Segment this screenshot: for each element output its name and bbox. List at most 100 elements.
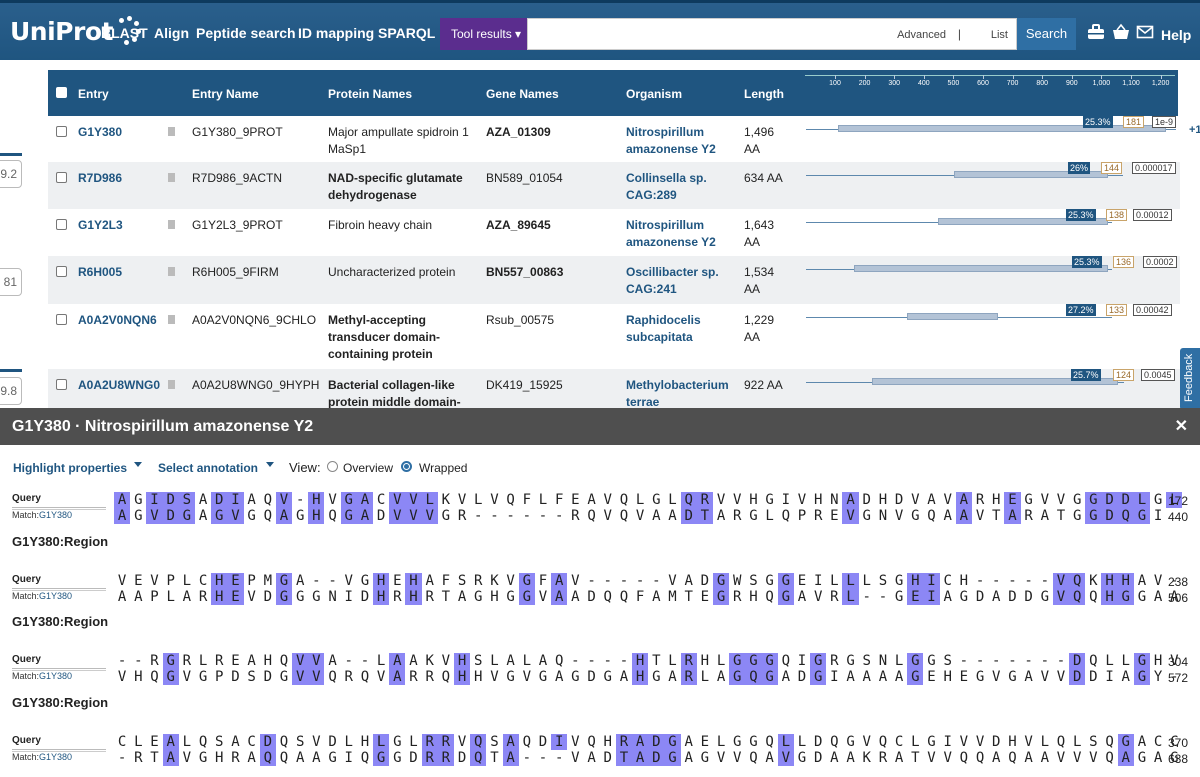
residue: G xyxy=(927,734,936,750)
row-checkbox[interactable] xyxy=(56,379,67,390)
nav-align-link[interactable]: Align xyxy=(154,25,189,41)
entry-accession-link[interactable]: R7D986 xyxy=(78,171,123,185)
overview-label: Overview xyxy=(343,461,394,475)
residue: A xyxy=(1137,573,1147,589)
match-id-link[interactable]: G1Y380 xyxy=(39,752,73,762)
chevron-down-icon[interactable] xyxy=(266,462,274,467)
basket-icon[interactable] xyxy=(1112,23,1130,41)
entry-accession-link[interactable]: A0A2V0NQN6 xyxy=(78,313,157,327)
residue: - xyxy=(992,653,1001,669)
toolbox-icon[interactable] xyxy=(1087,23,1105,41)
table-row[interactable]: R6H005 R6H005_9FIRM Uncharacterized protei… xyxy=(48,256,1180,304)
identity-badge: 25.3% xyxy=(1083,116,1113,128)
row-checkbox[interactable] xyxy=(56,126,67,137)
highlight-properties-dropdown[interactable]: Highlight properties xyxy=(13,461,127,475)
hit-alignment-bar[interactable] xyxy=(872,378,1118,385)
row-checkbox[interactable] xyxy=(56,314,67,325)
row-checkbox[interactable] xyxy=(56,172,67,183)
panel-title-text: G1Y380 · Nitrospirillum amazonense Y2 xyxy=(12,418,314,435)
close-icon[interactable]: ✕ xyxy=(1174,418,1188,435)
match-id-link[interactable]: G1Y380 xyxy=(39,510,73,520)
nav-blast-link[interactable]: BLAST xyxy=(101,25,148,41)
side-value-box[interactable]: 9.8 xyxy=(0,377,22,405)
more-hits-indicator[interactable]: +1 xyxy=(1189,124,1200,136)
row-checkbox[interactable] xyxy=(56,266,67,277)
overview-radio[interactable] xyxy=(327,461,338,472)
tool-results-dropdown[interactable]: Tool results ▾ xyxy=(440,18,527,50)
residue: A xyxy=(943,508,952,524)
organism-link[interactable]: Methylobacterium terrae xyxy=(626,377,736,411)
search-input[interactable] xyxy=(528,19,908,49)
feedback-label: Feedback xyxy=(1183,353,1195,402)
residue: A xyxy=(457,589,467,605)
column-header-gene-names[interactable]: Gene Names xyxy=(486,87,559,101)
column-header-entry[interactable]: Entry xyxy=(78,87,109,101)
search-button[interactable]: Search xyxy=(1017,18,1076,50)
column-header-protein-names[interactable]: Protein Names xyxy=(328,87,413,101)
entry-name: A0A2V0NQN6_9CHLO xyxy=(192,313,317,327)
identity-badge: 25.3% xyxy=(1066,209,1096,221)
residue: - xyxy=(1056,653,1066,669)
residue: L xyxy=(1072,734,1082,750)
residue: D xyxy=(1069,669,1086,685)
organism-link[interactable]: Collinsella sp. CAG:289 xyxy=(626,170,736,204)
evalue-badge: 0.000017 xyxy=(1132,162,1176,174)
organism-link[interactable]: Raphidocelis subcapitata xyxy=(626,312,736,346)
hit-alignment-bar[interactable] xyxy=(907,313,998,320)
select-annotation-dropdown[interactable]: Select annotation xyxy=(158,461,259,475)
nav-peptide-search-link[interactable]: Peptide search xyxy=(196,25,296,41)
advanced-search-link[interactable]: Advanced xyxy=(897,29,946,41)
entry-accession-link[interactable]: G1Y380 xyxy=(78,125,123,139)
organism-line: Nitrospirillum xyxy=(626,125,705,139)
length-value: 1,534 AA xyxy=(744,264,774,298)
match-id-link[interactable]: G1Y380 xyxy=(39,591,73,601)
residue: C xyxy=(1153,734,1163,750)
residue: D xyxy=(259,734,276,750)
match-id-link[interactable]: G1Y380 xyxy=(39,671,73,681)
uniprot-logo[interactable]: UniProt xyxy=(10,13,141,49)
entry-accession-link[interactable]: A0A2U8WNG0 xyxy=(78,378,161,392)
residue: K xyxy=(441,492,451,508)
table-row[interactable]: R7D986 R7D986_9ACTN NAD-specific glutamate… xyxy=(48,162,1180,209)
nav-id-mapping-link[interactable]: ID mapping xyxy=(298,25,375,41)
residue: E xyxy=(1004,492,1021,508)
protein-name-line: Fibroin heavy chain xyxy=(328,218,433,232)
organism-link[interactable]: Nitrospirillum amazonense Y2 xyxy=(626,217,736,251)
chevron-down-icon[interactable] xyxy=(134,462,142,467)
column-header-organism[interactable]: Organism xyxy=(626,87,683,101)
residue: Q xyxy=(749,750,758,766)
list-search-link[interactable]: List xyxy=(990,29,1008,41)
match-label: Match:G1Y380 xyxy=(12,590,106,604)
select-all-checkbox[interactable] xyxy=(56,87,67,98)
column-header-length[interactable]: Length xyxy=(744,87,784,101)
table-row[interactable]: G1Y380 G1Y380_9PROT Major ampullate spidro… xyxy=(48,116,1180,162)
residue: - xyxy=(538,750,548,766)
side-value-box[interactable]: 9.2 xyxy=(0,160,22,188)
mail-icon[interactable] xyxy=(1136,23,1154,41)
entry-accession-link[interactable]: R6H005 xyxy=(78,265,123,279)
hit-alignment-bar[interactable] xyxy=(938,218,1108,225)
row-checkbox[interactable] xyxy=(56,219,67,230)
hit-alignment-bar[interactable] xyxy=(854,265,1108,272)
wrapped-radio[interactable] xyxy=(401,461,412,472)
help-link[interactable]: Help xyxy=(1161,27,1192,43)
column-header-entry-name[interactable]: Entry Name xyxy=(192,87,259,101)
match-label: Match:G1Y380 xyxy=(12,751,106,765)
residue: V xyxy=(975,734,985,750)
ruler-line xyxy=(805,75,1175,76)
organism-link[interactable]: Oscillibacter sp. CAG:241 xyxy=(626,264,736,298)
table-row[interactable]: A0A2U8WNG0 A0A2U8WNG0_9HYPH Bacterial coll… xyxy=(48,369,1180,409)
hit-alignment-bar[interactable] xyxy=(954,171,1108,178)
side-value-box[interactable]: 81 xyxy=(0,268,22,296)
feedback-tab[interactable]: Feedback xyxy=(1180,348,1200,410)
hit-alignment-bar[interactable] xyxy=(838,125,1166,132)
organism-link[interactable]: Nitrospirillum amazonense Y2 xyxy=(626,124,736,158)
nav-sparql-link[interactable]: SPARQL xyxy=(378,25,436,41)
entry-accession-link[interactable]: G1Y2L3 xyxy=(78,218,123,232)
residue: G xyxy=(178,508,195,524)
residue: A xyxy=(668,669,677,685)
table-row[interactable]: A0A2V0NQN6 A0A2V0NQN6_9CHLO Methyl-accepti… xyxy=(48,304,1180,369)
residue: - xyxy=(587,573,596,589)
residue: G xyxy=(275,573,293,589)
table-row[interactable]: G1Y2L3 G1Y2L3_9PROT Fibroin heavy chain AZA… xyxy=(48,209,1180,256)
